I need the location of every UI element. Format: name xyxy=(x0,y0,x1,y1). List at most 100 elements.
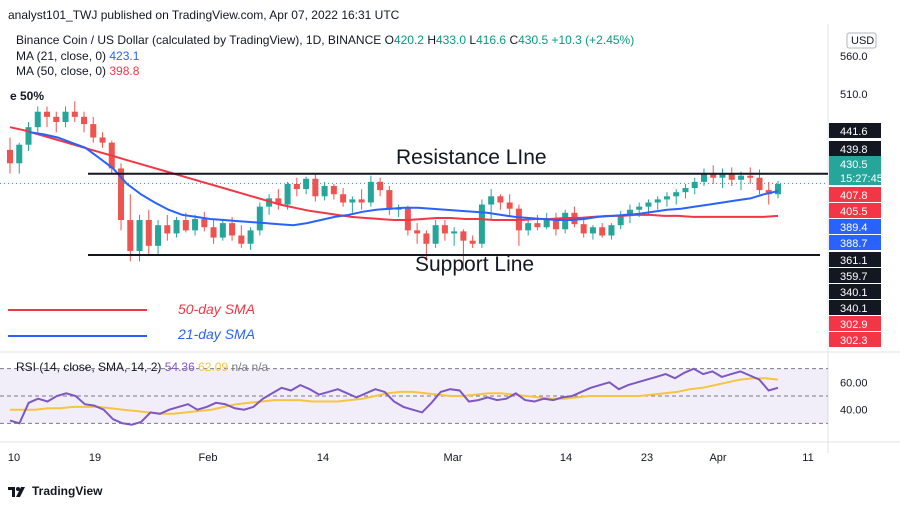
price-tag xyxy=(829,123,881,138)
rsi-tick: 40.00 xyxy=(840,405,868,417)
candle[interactable] xyxy=(617,214,624,226)
candle[interactable] xyxy=(654,199,661,203)
candle[interactable] xyxy=(774,183,782,195)
candle[interactable] xyxy=(497,196,504,203)
candle[interactable] xyxy=(645,202,652,207)
candle[interactable] xyxy=(118,168,125,221)
candle[interactable] xyxy=(478,204,485,244)
candle[interactable] xyxy=(155,225,162,246)
candle[interactable] xyxy=(6,149,14,164)
candle[interactable] xyxy=(423,233,430,244)
published-header: analyst101_TWJ published on TradingView.… xyxy=(8,8,400,22)
candle[interactable] xyxy=(238,235,245,244)
price-tag-label: 389.4 xyxy=(840,222,868,234)
candle[interactable] xyxy=(164,225,171,234)
candle[interactable] xyxy=(700,173,707,182)
tradingview-logo[interactable]: TradingView xyxy=(8,484,102,498)
candle[interactable] xyxy=(145,220,152,246)
candle[interactable] xyxy=(312,178,319,197)
candle[interactable] xyxy=(219,223,226,238)
candle[interactable] xyxy=(34,111,41,128)
candle[interactable] xyxy=(534,223,541,228)
candle[interactable] xyxy=(719,173,726,178)
candle[interactable] xyxy=(728,173,735,180)
candle[interactable] xyxy=(432,225,439,244)
candle[interactable] xyxy=(469,240,476,244)
candle[interactable] xyxy=(386,190,393,210)
candle[interactable] xyxy=(525,223,532,231)
candle[interactable] xyxy=(710,173,717,178)
candle[interactable] xyxy=(210,227,217,238)
candle[interactable] xyxy=(81,116,88,125)
price-tag xyxy=(829,300,881,315)
candle[interactable] xyxy=(737,175,744,180)
candle[interactable] xyxy=(636,206,643,210)
candle[interactable] xyxy=(682,188,689,193)
candle[interactable] xyxy=(62,111,69,123)
candle[interactable] xyxy=(99,137,106,143)
candle[interactable] xyxy=(25,127,32,145)
candle[interactable] xyxy=(16,144,23,164)
fib-label: e 50% xyxy=(10,89,44,103)
candle[interactable] xyxy=(506,202,513,209)
candle[interactable] xyxy=(377,181,384,191)
candle[interactable] xyxy=(691,181,698,189)
candle[interactable] xyxy=(488,196,495,205)
candle[interactable] xyxy=(247,230,254,244)
candle[interactable] xyxy=(53,116,60,123)
candle[interactable] xyxy=(543,219,550,228)
candle[interactable] xyxy=(192,219,199,231)
price-tag-label: 340.1 xyxy=(840,287,868,299)
candle[interactable] xyxy=(284,183,291,205)
candle[interactable] xyxy=(626,209,633,215)
tradingview-logo-icon xyxy=(8,487,25,497)
candle[interactable] xyxy=(256,206,263,231)
candle[interactable] xyxy=(589,227,596,234)
time-label: 11 xyxy=(802,452,813,464)
time-label: 14 xyxy=(317,452,329,464)
candle[interactable] xyxy=(127,220,134,251)
candle[interactable] xyxy=(562,212,569,230)
price-tag-label: 430.5 xyxy=(840,159,868,171)
chart-canvas[interactable]: Resistance LIne Support Line 50-day SMA 21-… xyxy=(0,24,900,506)
candle[interactable] xyxy=(201,219,208,228)
candle[interactable] xyxy=(71,111,78,117)
candle[interactable] xyxy=(293,183,300,190)
candle[interactable] xyxy=(414,230,421,234)
candle[interactable] xyxy=(663,196,670,200)
currency-button[interactable] xyxy=(846,32,877,49)
candle[interactable] xyxy=(349,199,356,203)
candle[interactable] xyxy=(321,185,328,197)
candle[interactable] xyxy=(229,223,236,236)
candle[interactable] xyxy=(441,225,448,234)
candle[interactable] xyxy=(608,225,615,236)
candle[interactable] xyxy=(552,219,559,230)
candle[interactable] xyxy=(44,111,51,117)
candle[interactable] xyxy=(90,124,97,138)
candle[interactable] xyxy=(173,220,180,234)
candle[interactable] xyxy=(580,224,587,234)
candle[interactable] xyxy=(275,198,282,205)
candle[interactable] xyxy=(182,220,189,231)
price-tag-label: 388.7 xyxy=(840,238,868,250)
candle[interactable] xyxy=(747,175,754,178)
candle[interactable] xyxy=(599,227,606,236)
time-label: 19 xyxy=(89,452,101,464)
candle[interactable] xyxy=(358,199,365,203)
resistance-label: Resistance LIne xyxy=(396,146,547,169)
rsi-legend: RSI (14, close, SMA, 14, 2) 54.36 62.09 … xyxy=(16,360,269,374)
price-tag-label: 407.8 xyxy=(840,190,868,202)
candle[interactable] xyxy=(303,178,310,190)
candle[interactable] xyxy=(756,177,763,191)
candle[interactable] xyxy=(136,220,143,251)
price-tag xyxy=(829,187,881,202)
candle[interactable] xyxy=(266,198,273,207)
candle[interactable] xyxy=(330,185,337,195)
candle[interactable] xyxy=(367,181,374,203)
price-tag xyxy=(829,332,881,347)
candle[interactable] xyxy=(460,231,467,241)
price-tag-label: 340.1 xyxy=(840,303,868,315)
candle[interactable] xyxy=(673,192,680,197)
candle[interactable] xyxy=(340,194,347,203)
candle[interactable] xyxy=(451,231,458,234)
